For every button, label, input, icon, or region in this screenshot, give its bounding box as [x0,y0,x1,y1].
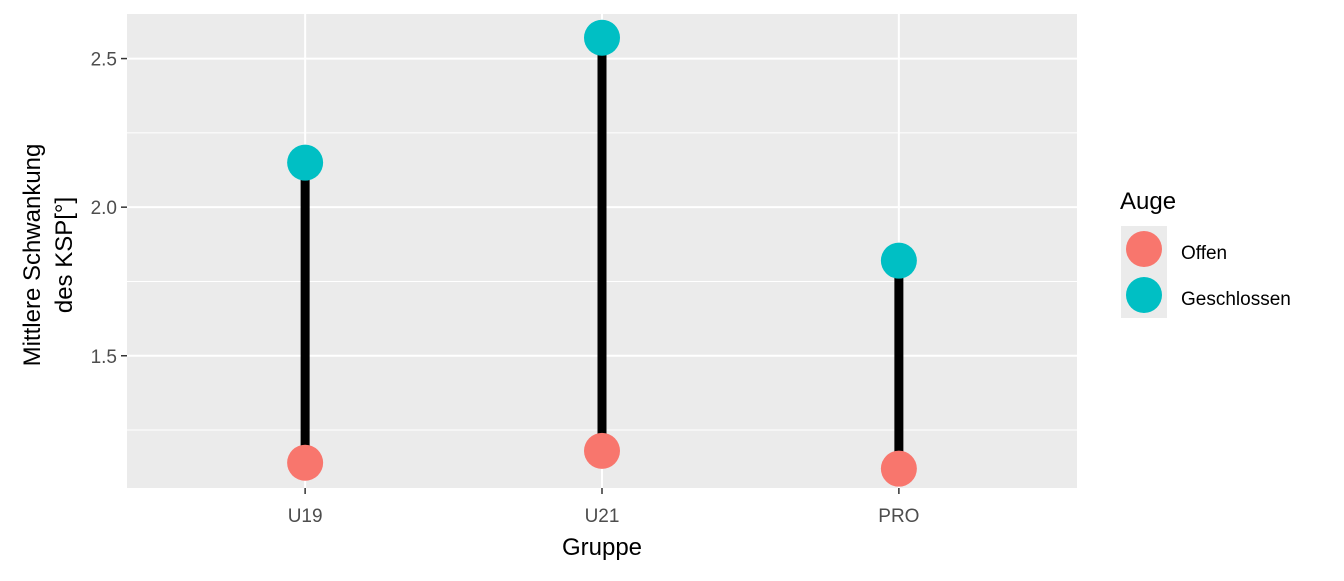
legend-label-geschlossen: Geschlossen [1181,289,1291,310]
point-geschlossen-pro [880,242,917,279]
y-axis-title-line-1: Mittlere Schwankung [19,144,46,367]
point-geschlossen-u21 [584,19,620,56]
x-axis-title: Gruppe [562,534,642,561]
legend: Auge Offen Geschlossen [1120,188,1291,318]
data-points [287,19,917,487]
x-tick-label: U19 [288,506,323,527]
y-axis: 1.5 2.0 2.5 [91,50,127,368]
x-axis: U19 U21 PRO [288,488,919,527]
y-axis-title: Mittlere Schwankung des KSP[°] [19,144,78,367]
point-geschlossen-u19 [287,144,324,181]
legend-marker-geschlossen [1126,277,1162,313]
y-tick-label: 2.5 [91,50,117,71]
y-tick-label: 2.0 [91,198,117,219]
legend-label-offen: Offen [1181,243,1227,264]
x-tick-label: PRO [878,506,919,527]
point-offen-pro [880,450,917,487]
legend-title: Auge [1120,188,1176,215]
legend-marker-offen [1126,231,1162,267]
point-offen-u19 [287,444,324,481]
y-tick-label: 1.5 [91,347,117,368]
y-axis-title-line-2: des KSP[°] [51,197,78,313]
point-offen-u21 [584,432,620,469]
x-tick-label: U21 [585,506,620,527]
connector-lines [300,37,904,469]
